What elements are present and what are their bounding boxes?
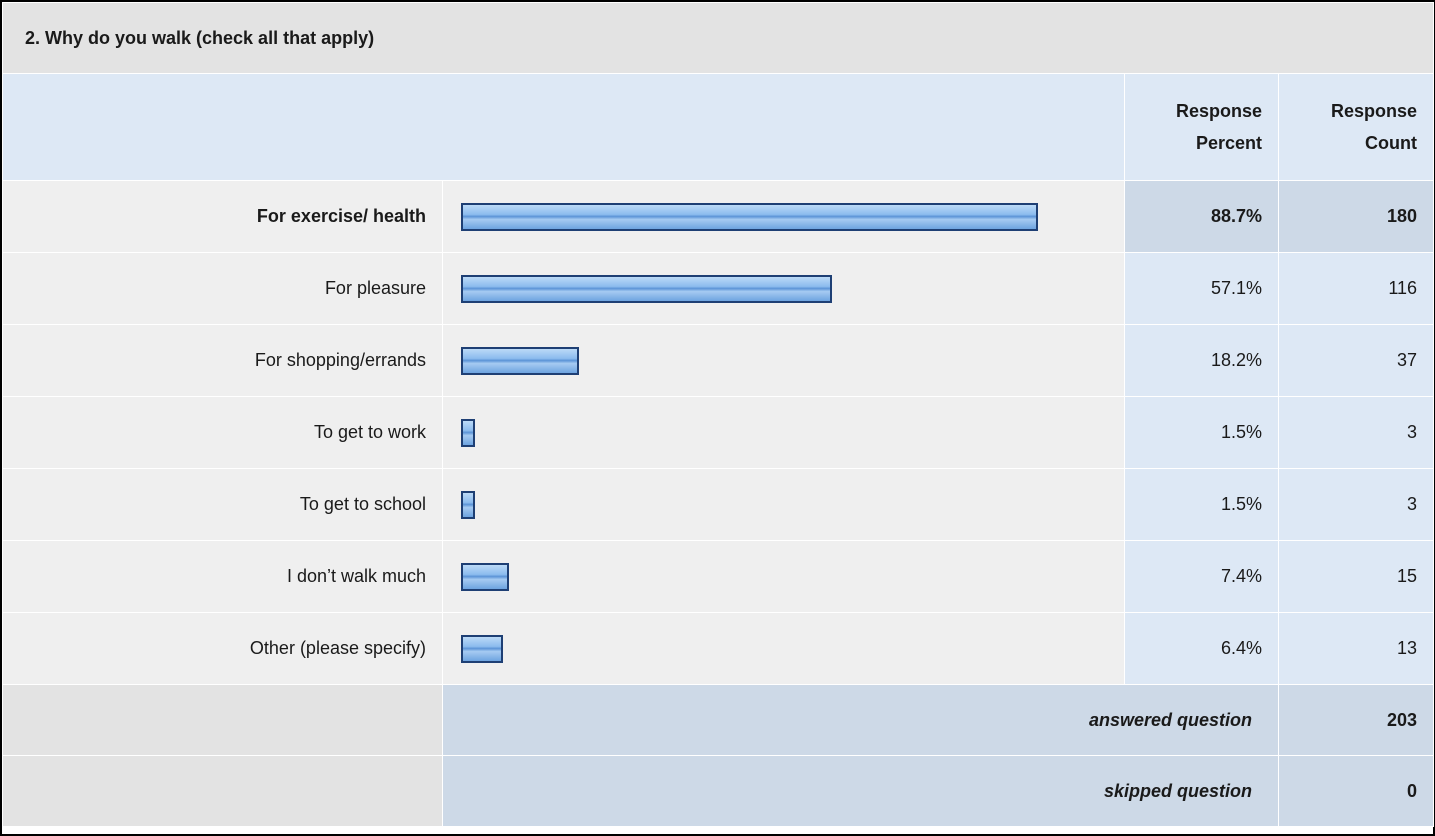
footer-spacer bbox=[2, 755, 443, 827]
answer-label: For exercise/ health bbox=[2, 180, 443, 253]
bar-cell bbox=[442, 612, 1125, 685]
skipped-question-label: skipped question bbox=[442, 755, 1279, 827]
answer-row: For exercise/ health 88.7% 180 bbox=[2, 180, 1435, 253]
answer-label: For shopping/errands bbox=[2, 324, 443, 397]
column-header-row: Response Percent Response Count bbox=[2, 73, 1435, 181]
response-percent-header-line2: Percent bbox=[1195, 133, 1262, 153]
response-count-header: Response Count bbox=[1277, 73, 1435, 181]
skipped-question-value: 0 bbox=[1277, 755, 1435, 827]
answer-row: Other (please specify) 6.4% 13 bbox=[2, 612, 1435, 685]
answer-row: I don’t walk much 7.4% 15 bbox=[2, 540, 1435, 613]
response-percent: 88.7% bbox=[1124, 180, 1279, 253]
header-spacer bbox=[2, 73, 1125, 181]
answer-label: To get to school bbox=[2, 468, 443, 541]
bar-cell bbox=[442, 180, 1125, 253]
response-bar bbox=[461, 562, 509, 591]
response-bar bbox=[461, 634, 503, 663]
response-percent: 1.5% bbox=[1124, 468, 1279, 541]
bar-cell bbox=[442, 396, 1125, 469]
response-count-header-line2: Count bbox=[1365, 133, 1418, 153]
answered-question-label: answered question bbox=[442, 684, 1279, 756]
answered-row: answered question 203 bbox=[2, 684, 1435, 756]
response-bar bbox=[461, 418, 475, 447]
response-count: 15 bbox=[1277, 540, 1435, 613]
answer-label: I don’t walk much bbox=[2, 540, 443, 613]
footer-spacer bbox=[2, 684, 443, 756]
title-row: 2. Why do you walk (check all that apply… bbox=[1, 2, 1435, 74]
response-count: 13 bbox=[1277, 612, 1435, 685]
response-bar bbox=[461, 346, 579, 375]
response-bar bbox=[461, 202, 1038, 231]
response-percent-header-line1: Response bbox=[1175, 101, 1262, 121]
answer-label: Other (please specify) bbox=[2, 612, 443, 685]
answer-row: For pleasure 57.1% 116 bbox=[2, 252, 1435, 325]
response-percent-header: Response Percent bbox=[1124, 73, 1279, 181]
bar-cell bbox=[442, 324, 1125, 397]
response-percent: 6.4% bbox=[1124, 612, 1279, 685]
response-count: 116 bbox=[1277, 252, 1435, 325]
answer-label: For pleasure bbox=[2, 252, 443, 325]
answered-question-value: 203 bbox=[1277, 684, 1435, 756]
response-count: 180 bbox=[1277, 180, 1435, 253]
bar-cell bbox=[442, 468, 1125, 541]
response-percent: 18.2% bbox=[1124, 324, 1279, 397]
bar-cell bbox=[442, 540, 1125, 613]
bar-cell bbox=[442, 252, 1125, 325]
response-count: 3 bbox=[1277, 396, 1435, 469]
response-percent: 1.5% bbox=[1124, 396, 1279, 469]
response-bar bbox=[461, 274, 832, 303]
response-count: 37 bbox=[1277, 324, 1435, 397]
response-bar bbox=[461, 490, 475, 519]
question-title: 2. Why do you walk (check all that apply… bbox=[1, 2, 1435, 74]
response-percent: 57.1% bbox=[1124, 252, 1279, 325]
response-count-header-line1: Response bbox=[1330, 101, 1418, 121]
answer-row: To get to work 1.5% 3 bbox=[2, 396, 1435, 469]
answer-label: To get to work bbox=[2, 396, 443, 469]
response-count: 3 bbox=[1277, 468, 1435, 541]
answer-row: For shopping/errands 18.2% 37 bbox=[2, 324, 1435, 397]
skipped-row: skipped question 0 bbox=[2, 755, 1435, 827]
answer-row: To get to school 1.5% 3 bbox=[2, 468, 1435, 541]
response-percent: 7.4% bbox=[1124, 540, 1279, 613]
